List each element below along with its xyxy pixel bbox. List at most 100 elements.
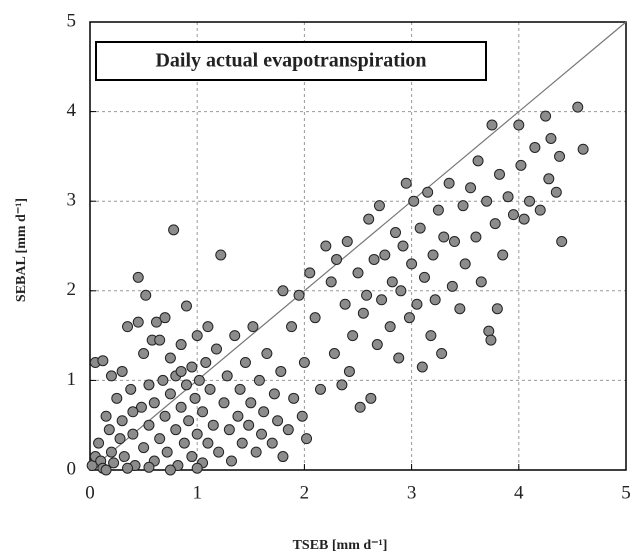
point bbox=[138, 348, 150, 360]
point bbox=[175, 365, 187, 377]
point bbox=[298, 356, 310, 368]
point bbox=[272, 415, 284, 427]
point bbox=[100, 464, 112, 476]
point bbox=[180, 379, 192, 391]
point bbox=[540, 110, 552, 122]
point bbox=[239, 356, 251, 368]
point bbox=[125, 383, 137, 395]
point bbox=[197, 406, 209, 418]
point bbox=[127, 428, 139, 440]
point bbox=[475, 276, 487, 288]
point bbox=[572, 101, 584, 113]
point bbox=[164, 388, 176, 400]
point bbox=[253, 374, 265, 386]
point bbox=[170, 424, 182, 436]
point bbox=[193, 374, 205, 386]
point bbox=[161, 446, 173, 458]
point bbox=[489, 218, 501, 230]
point bbox=[180, 300, 192, 312]
point bbox=[127, 406, 139, 418]
point bbox=[223, 424, 235, 436]
point bbox=[304, 267, 316, 279]
point bbox=[386, 276, 398, 288]
point bbox=[363, 213, 375, 225]
point bbox=[213, 446, 225, 458]
point bbox=[143, 461, 155, 473]
point bbox=[352, 267, 364, 279]
point bbox=[105, 446, 117, 458]
x-tick-label: 2 bbox=[300, 482, 310, 503]
point bbox=[140, 289, 152, 301]
point bbox=[347, 330, 359, 342]
point bbox=[336, 379, 348, 391]
point bbox=[277, 285, 289, 297]
x-tick-label: 3 bbox=[407, 482, 417, 503]
point bbox=[545, 132, 557, 144]
x-tick-label: 5 bbox=[621, 482, 631, 503]
point bbox=[191, 462, 203, 474]
point bbox=[114, 433, 126, 445]
point bbox=[357, 307, 369, 319]
point bbox=[186, 451, 198, 463]
point bbox=[148, 397, 160, 409]
point bbox=[168, 224, 180, 236]
point bbox=[202, 437, 214, 449]
y-tick-label: 0 bbox=[67, 458, 77, 479]
point bbox=[245, 397, 257, 409]
point bbox=[422, 186, 434, 198]
point bbox=[250, 446, 262, 458]
point bbox=[202, 321, 214, 333]
point bbox=[207, 419, 219, 431]
point bbox=[157, 374, 169, 386]
point bbox=[288, 392, 300, 404]
point bbox=[150, 316, 162, 328]
point bbox=[454, 303, 466, 315]
point bbox=[502, 191, 514, 203]
point bbox=[448, 236, 460, 248]
point bbox=[189, 392, 201, 404]
point bbox=[446, 280, 458, 292]
point bbox=[373, 200, 385, 212]
point bbox=[524, 195, 536, 207]
point bbox=[191, 330, 203, 342]
y-tick-label: 1 bbox=[67, 369, 77, 390]
point bbox=[390, 227, 402, 239]
point bbox=[429, 294, 441, 306]
point bbox=[481, 195, 493, 207]
point bbox=[236, 437, 248, 449]
y-axis-label: SEBAL [mm d⁻¹] bbox=[14, 198, 29, 302]
point bbox=[457, 200, 469, 212]
point bbox=[296, 410, 308, 422]
identity-line bbox=[89, 21, 627, 471]
point bbox=[138, 442, 150, 454]
x-axis-label: TSEB [mm d⁻¹] bbox=[293, 538, 388, 553]
point bbox=[277, 451, 289, 463]
point bbox=[384, 321, 396, 333]
point bbox=[108, 457, 120, 469]
point bbox=[427, 249, 439, 261]
x-tick-label: 4 bbox=[514, 482, 524, 503]
point bbox=[258, 406, 270, 418]
x-tick-label: 1 bbox=[192, 482, 202, 503]
point bbox=[204, 383, 216, 395]
point bbox=[232, 410, 244, 422]
point bbox=[154, 433, 166, 445]
point bbox=[221, 370, 233, 382]
point bbox=[275, 365, 287, 377]
point bbox=[122, 321, 134, 333]
point bbox=[314, 383, 326, 395]
y-tick-label: 2 bbox=[67, 279, 77, 300]
point bbox=[483, 325, 495, 337]
point bbox=[243, 419, 255, 431]
point bbox=[459, 258, 471, 270]
point bbox=[164, 464, 176, 476]
point bbox=[400, 177, 412, 189]
x-tick-label: 0 bbox=[85, 482, 95, 503]
point bbox=[132, 316, 144, 328]
point bbox=[432, 204, 444, 216]
point bbox=[556, 236, 568, 248]
y-tick-label: 3 bbox=[67, 190, 77, 211]
point bbox=[554, 150, 566, 162]
point bbox=[331, 253, 343, 265]
